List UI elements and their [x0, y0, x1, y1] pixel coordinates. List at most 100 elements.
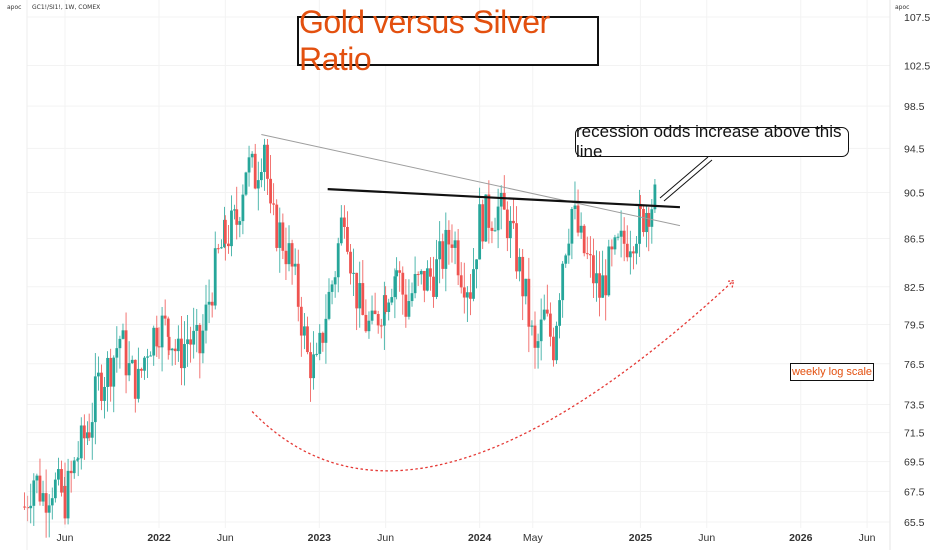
candle-body: [393, 276, 397, 298]
candle-body: [515, 223, 518, 272]
x-tick-label: 2022: [147, 532, 171, 544]
candle-body: [253, 153, 257, 189]
candle-body: [140, 368, 143, 371]
candle-body: [278, 222, 282, 248]
candle-body: [521, 256, 525, 297]
candle-body: [299, 306, 303, 336]
candle-body: [653, 184, 657, 210]
candle-body: [370, 310, 374, 321]
candle-body: [115, 348, 119, 358]
candle-body: [41, 493, 45, 502]
price-axis: 65.5 67.5 69.5 71.5 73.5 76.5 79.5 82.5 86.5 90.5…: [904, 12, 930, 529]
candle-body: [266, 144, 269, 179]
candle-body: [422, 270, 426, 291]
candle-body: [419, 270, 423, 275]
candle-body: [241, 194, 245, 222]
candle-body: [293, 263, 297, 267]
candle-body: [321, 332, 325, 343]
candle-body: [63, 485, 67, 519]
candle-body: [312, 354, 316, 379]
candle-body: [379, 325, 383, 327]
candle-body: [93, 376, 97, 423]
candle-body: [263, 144, 266, 173]
candle-body: [318, 332, 322, 354]
candle-body: [429, 268, 432, 277]
candle-body: [302, 326, 306, 336]
candle-body: [342, 217, 346, 227]
candle-body: [170, 348, 174, 351]
descending-trendline: [261, 133, 681, 227]
candle-body: [118, 338, 122, 349]
candle-body: [90, 422, 94, 438]
candle-body: [235, 209, 239, 225]
candle-body: [189, 339, 193, 345]
candle-body: [250, 153, 254, 158]
candle-body: [481, 204, 485, 242]
candle-body: [613, 237, 617, 250]
candle-body: [183, 344, 186, 369]
candle-body: [66, 470, 70, 519]
candle-body: [493, 230, 497, 232]
candle-body: [570, 209, 574, 244]
candle-body: [204, 304, 208, 331]
candle-body: [23, 506, 26, 508]
candle-body: [576, 205, 580, 233]
candle-body: [564, 255, 568, 264]
candle-body: [35, 475, 39, 481]
candle-body: [100, 372, 103, 401]
candle-body: [645, 212, 648, 233]
candle-body: [281, 222, 285, 251]
candle-body: [490, 227, 494, 231]
candle-body: [149, 355, 153, 357]
candle-body: [103, 386, 106, 401]
candle-body: [361, 283, 365, 315]
candle-body: [367, 320, 371, 332]
candle-body: [192, 330, 196, 345]
candle-body: [487, 194, 491, 228]
candle-body: [349, 251, 352, 274]
candle-body: [112, 357, 116, 387]
candle-body: [542, 309, 546, 320]
candle-body: [86, 432, 89, 439]
candle-body: [539, 319, 543, 342]
candle-body: [155, 327, 159, 347]
x-tick-label: 2024: [468, 532, 492, 544]
x-tick-label: Jun: [377, 532, 394, 544]
candlestick-series: [23, 138, 657, 538]
candle-body: [275, 204, 279, 248]
y-tick-label: 71.5: [904, 428, 925, 440]
candle-body: [272, 203, 276, 205]
unit-label-left: apoc: [7, 4, 22, 11]
candle-body: [233, 209, 236, 211]
candle-body: [585, 253, 589, 255]
candle-body: [79, 425, 83, 459]
candle-body: [579, 225, 583, 233]
candle-body: [29, 505, 33, 509]
candle-body: [82, 425, 86, 439]
candle-body: [180, 338, 183, 369]
candle-body: [223, 219, 227, 244]
candle-body: [561, 263, 565, 301]
candle-body: [478, 204, 482, 260]
candle-body: [121, 330, 125, 339]
x-tick-label: Jun: [217, 532, 234, 544]
chart-title: Gold versus Silver Ratio: [297, 4, 599, 77]
candle-body: [447, 229, 451, 245]
candle-body: [109, 357, 113, 387]
candle-body: [186, 339, 189, 345]
candle-body: [124, 330, 128, 376]
y-tick-label: 90.5: [904, 187, 925, 199]
y-tick-label: 67.5: [904, 486, 925, 498]
candle-body: [157, 346, 161, 348]
callout-note: recession odds increase above this line: [575, 122, 849, 161]
candle-body: [536, 341, 540, 348]
y-tick-label: 86.5: [904, 234, 925, 246]
candle-body: [44, 493, 48, 513]
candle-body: [166, 318, 170, 337]
candle-body: [533, 325, 537, 348]
candle-body: [50, 498, 54, 506]
candle-body: [309, 352, 312, 379]
candle-body: [425, 268, 429, 291]
candle-body: [355, 272, 359, 309]
